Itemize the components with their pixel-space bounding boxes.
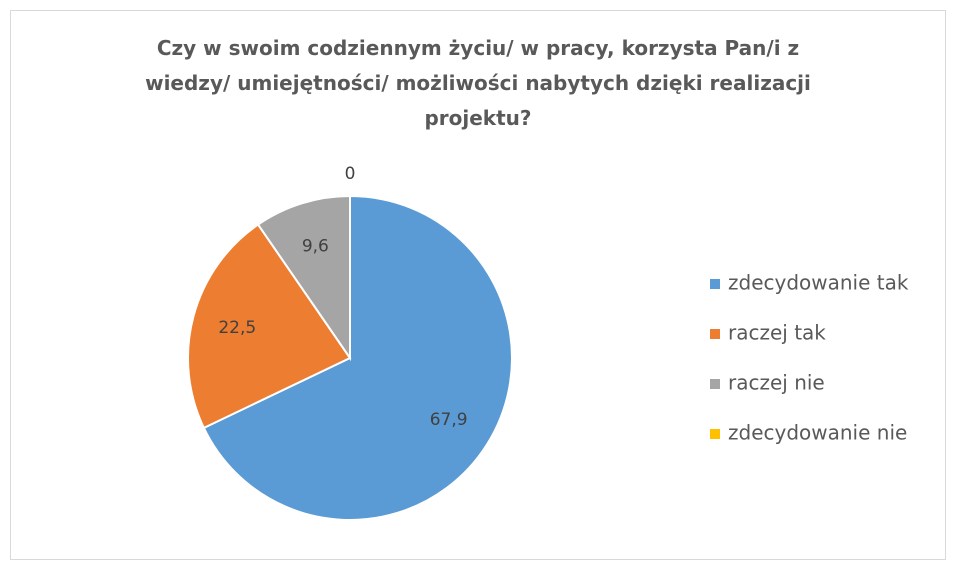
legend-label: raczej tak [728,321,826,345]
data-label: 0 [345,164,356,184]
data-label: 67,9 [430,410,468,430]
data-label: 9,6 [302,237,329,257]
legend-label: zdecydowanie tak [728,271,909,295]
pie-slice [256,194,351,362]
legend-swatch [710,329,720,339]
legend-swatch [710,429,720,439]
chart-frame [10,10,946,560]
legend-swatch [710,279,720,289]
data-label: 22,5 [218,318,256,338]
legend-label: raczej nie [728,371,825,395]
pie-slice [187,223,352,430]
legend: zdecydowanie tak raczej tak raczej nie zdec… [710,271,909,445]
legend-label: zdecydowanie nie [728,421,907,445]
pie-slice [202,194,513,521]
chart-title: Czy w swoim codziennym życiu/ w pracy, k… [145,36,811,130]
legend-swatch [710,379,720,389]
